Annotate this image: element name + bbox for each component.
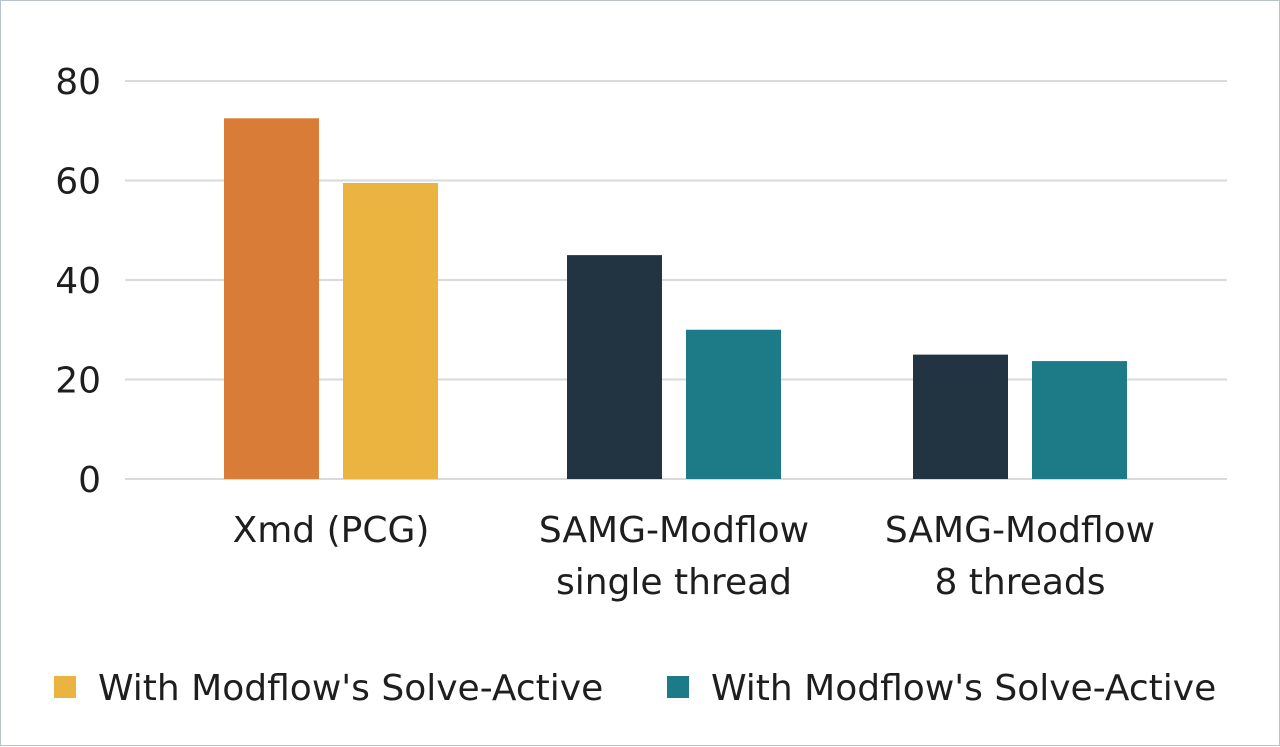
legend-label-1: With Modflow's Solve-Active [98,668,603,709]
legend: With Modflow's Solve-Active With Modflow'… [54,668,1216,709]
bar-group-3-series-2 [1032,361,1127,479]
y-tick-label: 80 [55,62,101,103]
bars [224,118,1127,480]
y-tick-label: 20 [55,361,101,402]
bar-group-1-series-2 [343,182,438,480]
x-category-label: single thread [556,562,792,603]
legend-label-2: With Modflow's Solve-Active [711,668,1216,709]
y-tick-label: 60 [55,162,101,203]
y-tick-label: 40 [55,261,101,302]
y-tick-label: 0 [78,460,101,501]
x-axis-category-labels: Xmd (PCG) SAMG-Modflow single thread SAMG-M… [233,510,1156,603]
legend-swatch-2 [667,676,689,698]
x-category-label: 8 threads [934,562,1105,603]
bar-group-2-series-2 [686,329,781,479]
legend-swatch-1 [54,676,76,698]
bar-group-2-series-1 [567,255,662,479]
bar-group-3-series-1 [913,354,1008,479]
y-axis-tick-labels: 0 20 40 60 80 [55,62,101,501]
x-category-label: Xmd (PCG) [233,510,430,551]
x-category-label: SAMG-Modflow [885,510,1155,551]
bar-group-1-series-1 [224,118,319,479]
x-category-label: SAMG-Modflow [539,510,809,551]
